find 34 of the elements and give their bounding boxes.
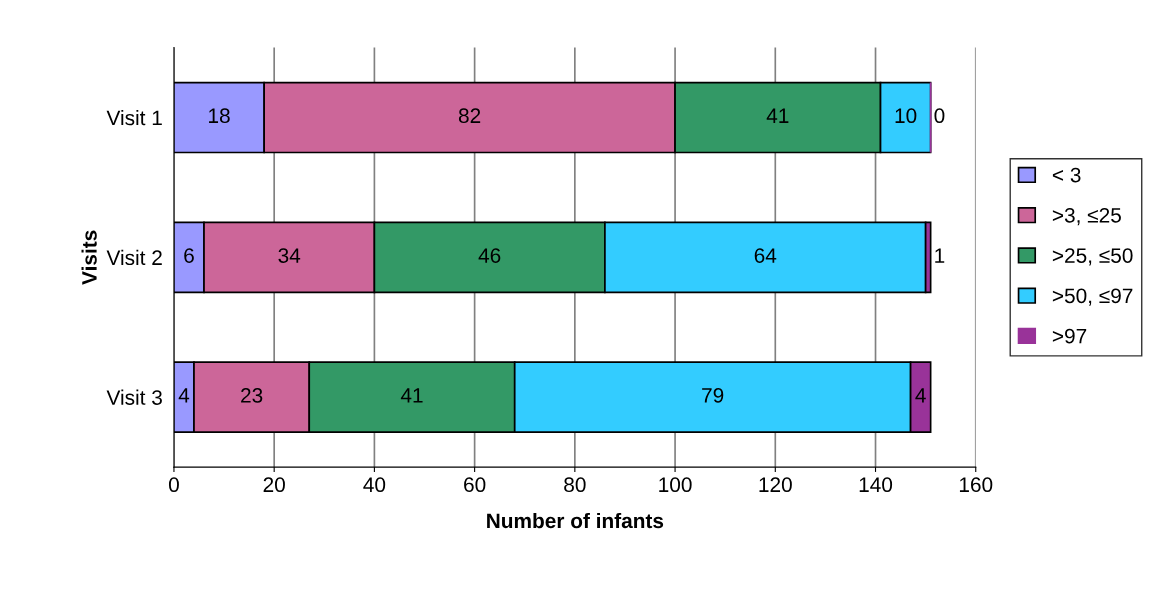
x-tick-label: 160 bbox=[959, 477, 993, 493]
x-axis-title: Number of infants bbox=[487, 512, 664, 529]
legend-label: >25, ≤50 bbox=[1052, 248, 1133, 266]
legend-label: >50, ≤97 bbox=[1052, 288, 1133, 306]
data-label: 34 bbox=[278, 248, 301, 263]
x-tick-label: 120 bbox=[759, 477, 792, 493]
x-tick-label: 20 bbox=[263, 477, 285, 493]
data-label: 6 bbox=[184, 248, 194, 263]
data-label: 46 bbox=[478, 248, 501, 263]
x-tick-label: 60 bbox=[464, 477, 486, 493]
x-tick-label: 40 bbox=[363, 477, 386, 493]
data-label: 4 bbox=[915, 388, 926, 403]
x-tick-label: 100 bbox=[659, 477, 692, 493]
data-label: 41 bbox=[766, 108, 789, 123]
data-label: 1 bbox=[935, 248, 945, 263]
y-axis-title: Visits bbox=[81, 230, 97, 285]
legend-label: >3, ≤25 bbox=[1052, 207, 1121, 226]
legend-label: < 3 bbox=[1052, 167, 1081, 183]
data-label: 23 bbox=[241, 388, 263, 403]
x-tick-label: 140 bbox=[859, 477, 893, 493]
data-label: 41 bbox=[400, 388, 423, 403]
x-tick-label: 80 bbox=[564, 477, 586, 493]
data-label: 0 bbox=[934, 108, 945, 124]
y-tick-label: Visit 2 bbox=[106, 249, 162, 266]
y-tick-label: Visit 3 bbox=[106, 389, 162, 405]
legend-label: >97 bbox=[1052, 328, 1087, 344]
y-tick-label: Visit 1 bbox=[106, 109, 162, 126]
data-label: 4 bbox=[178, 388, 190, 403]
data-label: 82 bbox=[458, 108, 481, 124]
data-label: 18 bbox=[209, 108, 230, 124]
data-label: 64 bbox=[754, 248, 777, 263]
data-label: 10 bbox=[895, 108, 917, 124]
x-tick-label: 0 bbox=[168, 477, 179, 493]
data-label: 79 bbox=[702, 388, 724, 403]
